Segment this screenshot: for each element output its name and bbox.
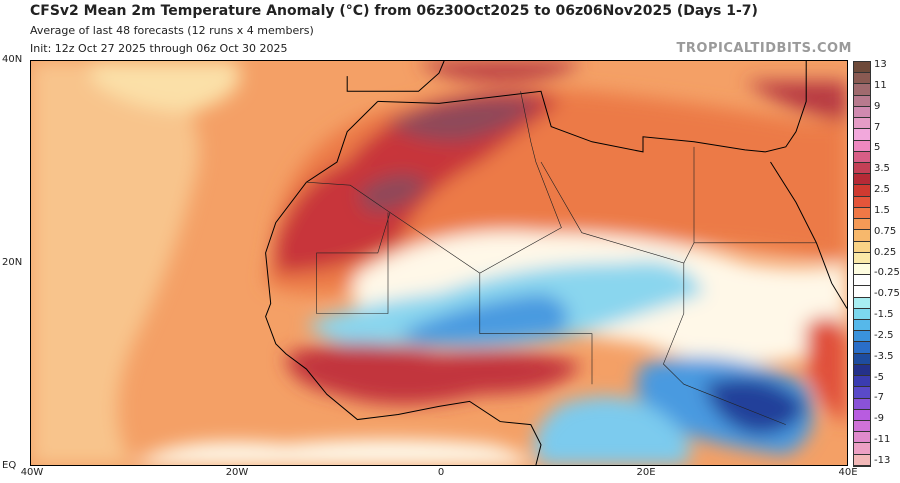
colorbar-bin <box>854 196 870 208</box>
colorbar-bin <box>854 308 870 321</box>
very-hot-atlas <box>357 98 541 213</box>
colorbar-label: 3.5 <box>874 163 890 175</box>
colorbar-label: 0.75 <box>874 225 897 237</box>
colorbar-bin <box>854 286 870 298</box>
colorbar-label: 0.25 <box>874 246 897 258</box>
colorbar-label: -2.5 <box>874 329 894 341</box>
hot-gulf-coast <box>286 343 582 405</box>
lon-label-20e: 20E <box>636 467 656 478</box>
colorbar-bin <box>854 320 870 332</box>
colorbar-label: -5 <box>874 371 884 383</box>
light-ocean-nw <box>92 61 241 112</box>
colorbar-bin <box>854 219 870 231</box>
temperature-anomaly-map <box>30 60 848 466</box>
colorbar-bin <box>854 387 870 399</box>
colorbar-bin <box>854 185 870 197</box>
colorbar-bin <box>854 174 870 186</box>
colorbar-bin <box>854 241 870 253</box>
colorbar-label: 13 <box>874 59 887 70</box>
north-coastline <box>378 61 806 152</box>
colorbar-bin <box>854 230 870 242</box>
colorbar-label: -9 <box>874 413 884 425</box>
colorbar-label: -7 <box>874 392 884 404</box>
red-sea-coast <box>771 162 848 308</box>
lat-label-20n: 20N <box>2 257 23 268</box>
colorbar-label: 1.5 <box>874 204 890 216</box>
coastline <box>266 101 541 465</box>
colorbar-bin <box>854 140 870 152</box>
colorbar-label: 7 <box>874 121 881 133</box>
colorbar-label: -3.5 <box>874 350 894 362</box>
iberia-coast <box>347 61 444 91</box>
colorbar-bin <box>854 353 870 365</box>
colorbar-bin <box>854 73 870 85</box>
colorbar-label: -0.75 <box>874 288 900 300</box>
colorbar-bin <box>854 342 870 354</box>
init-info: Init: 12z Oct 27 2025 through 06z Oct 30… <box>30 42 288 55</box>
lon-label-0: 0 <box>437 467 445 478</box>
colorbar-bin <box>854 95 870 107</box>
colorbar-label: -0.25 <box>874 267 900 279</box>
hot-med-north <box>418 61 847 122</box>
colorbar-bin <box>854 275 870 287</box>
colorbar-label: 9 <box>874 100 881 112</box>
colorbar <box>853 61 871 467</box>
colorbar-label: -13 <box>874 455 891 466</box>
colorbar-bin <box>854 376 870 388</box>
colorbar-bin <box>854 129 870 141</box>
colorbar-bin <box>854 443 870 455</box>
colorbar-bin <box>854 409 870 421</box>
warm-east-coast <box>806 316 847 425</box>
light-ocean-west <box>31 61 200 465</box>
colorbar-bin <box>854 118 870 130</box>
cold-core-east <box>704 377 807 435</box>
colorbar-label: -1.5 <box>874 309 894 321</box>
brand-watermark: TROPICALTIDBITS.COM <box>676 41 852 56</box>
colorbar-bin <box>854 162 870 175</box>
colorbar-label: 2.5 <box>874 184 890 196</box>
colorbar-bin <box>854 263 870 276</box>
neutral-equator-ocean <box>133 439 531 465</box>
lat-label-eq: EQ <box>2 460 17 471</box>
lon-label-40e: 40E <box>838 467 858 478</box>
colorbar-bin <box>854 62 870 74</box>
colorbar-label: -11 <box>874 434 891 446</box>
colorbar-bin <box>854 421 870 433</box>
colorbar-bin <box>854 454 870 466</box>
colorbar-label: 11 <box>874 79 887 91</box>
lat-label-40n: 40N <box>2 54 23 65</box>
colorbar-bin <box>854 432 870 444</box>
colorbar-bin <box>854 297 870 309</box>
colorbar-bin <box>854 151 870 163</box>
colorbar-bin <box>854 398 870 410</box>
colorbar-bin <box>854 364 870 377</box>
colorbar-bin <box>854 84 870 96</box>
colorbar-bin <box>854 207 870 220</box>
lon-label-20w: 20W <box>225 467 249 478</box>
colorbar-bin <box>854 106 870 119</box>
colorbar-label: 5 <box>874 142 881 154</box>
lon-label-40w: 40W <box>20 467 44 478</box>
map-title: CFSv2 Mean 2m Temperature Anomaly (°C) f… <box>30 3 758 19</box>
colorbar-bin <box>854 331 870 343</box>
map-subtitle: Average of last 48 forecasts (12 runs x … <box>30 24 314 37</box>
cool-east-lobe <box>534 396 691 465</box>
borders <box>306 91 816 424</box>
colorbar-bin <box>854 252 870 264</box>
